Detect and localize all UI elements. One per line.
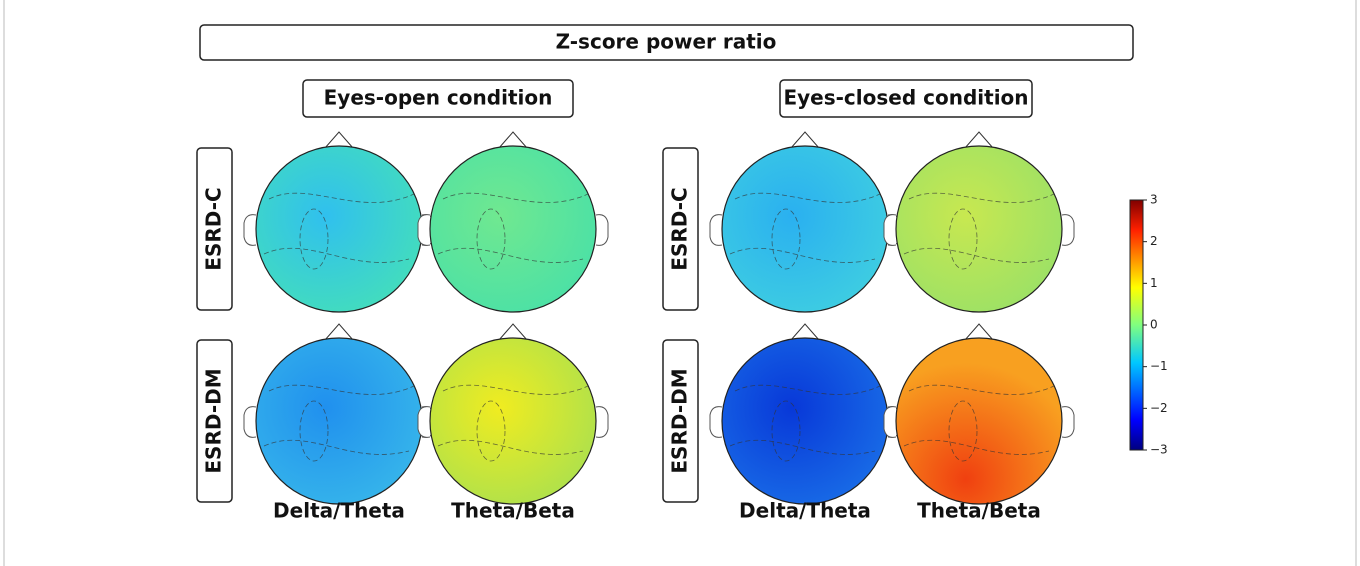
row-label: ESRD-C [202, 187, 226, 270]
colorbar-tick-label: 1 [1150, 276, 1158, 290]
colorbar-tick-label: 0 [1150, 318, 1158, 332]
head-map [895, 145, 1063, 313]
row-label: ESRD-DM [668, 368, 692, 473]
condition-box [779, 79, 1033, 118]
column-label: Delta/Theta [739, 499, 871, 523]
contour [476, 400, 506, 462]
head-map [721, 337, 889, 505]
ear [883, 406, 897, 438]
colorbar-tick-label: −1 [1150, 359, 1168, 373]
contour [299, 208, 329, 270]
ear [595, 406, 609, 438]
nose [498, 323, 528, 341]
row-label-box [662, 147, 699, 311]
ear [883, 214, 897, 246]
contour [948, 400, 978, 462]
contour [437, 247, 584, 263]
contour [476, 208, 506, 270]
ear [595, 214, 609, 246]
ear [243, 406, 257, 438]
condition-box [302, 79, 574, 118]
ear [1061, 214, 1075, 246]
contour [268, 192, 415, 203]
colorbar-tick-label: −2 [1150, 401, 1168, 415]
colorbar-tick-label: 2 [1150, 234, 1158, 248]
head-map [895, 337, 1063, 505]
contour [263, 439, 410, 455]
contour [903, 247, 1050, 263]
ear [417, 406, 431, 438]
condition-label: Eyes-open condition [324, 86, 553, 110]
nose [498, 131, 528, 149]
row-label: ESRD-DM [202, 368, 226, 473]
ear [709, 214, 723, 246]
head-map [429, 145, 597, 313]
colorbar-tick-label: −3 [1150, 443, 1168, 457]
contour [948, 208, 978, 270]
contour [442, 192, 589, 203]
contour [263, 247, 410, 263]
row-label: ESRD-C [668, 187, 692, 270]
ear [709, 406, 723, 438]
ear [243, 214, 257, 246]
contour [771, 400, 801, 462]
nose [964, 131, 994, 149]
contour [734, 384, 881, 395]
contour [729, 247, 876, 263]
contour [908, 384, 1055, 395]
head-map [721, 145, 889, 313]
title: Z-score power ratio [556, 30, 777, 54]
nose [324, 131, 354, 149]
contour [771, 208, 801, 270]
nose [790, 131, 820, 149]
column-label: Delta/Theta [273, 499, 405, 523]
column-label: Theta/Beta [451, 499, 575, 523]
ear [417, 214, 431, 246]
contour [268, 384, 415, 395]
condition-label: Eyes-closed condition [783, 86, 1028, 110]
title-box [199, 24, 1134, 61]
head-maps [243, 131, 1075, 505]
nose [324, 323, 354, 341]
head-map [255, 145, 423, 313]
nose [790, 323, 820, 341]
row-label-box [662, 339, 699, 503]
row-label-box [196, 147, 233, 311]
contour [729, 439, 876, 455]
ear [1061, 406, 1075, 438]
head-map [429, 337, 597, 505]
colorbar [1129, 199, 1144, 451]
contour [734, 192, 881, 203]
nose [964, 323, 994, 341]
colorbar-tick-label: 3 [1150, 193, 1158, 207]
contour [442, 384, 589, 395]
contour [437, 439, 584, 455]
contour [903, 439, 1050, 455]
row-label-box [196, 339, 233, 503]
column-label: Theta/Beta [917, 499, 1041, 523]
head-map [255, 337, 423, 505]
contour [299, 400, 329, 462]
contour [908, 192, 1055, 203]
